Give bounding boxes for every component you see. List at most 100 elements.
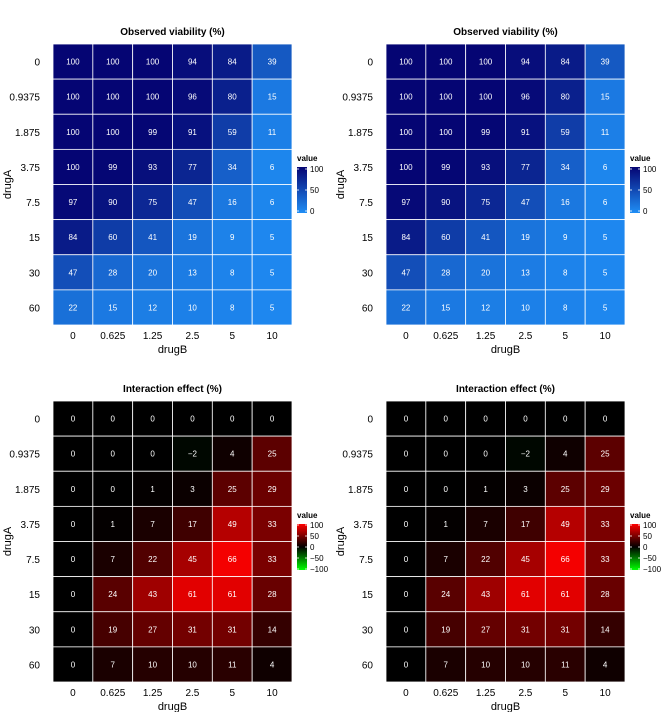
heatmap-cell — [52, 435, 94, 472]
heatmap-cell — [385, 254, 427, 291]
legend-tick-label: 0 — [310, 543, 315, 552]
cell-value-label: 99 — [108, 163, 117, 172]
heatmap-cell — [172, 113, 213, 150]
heatmap-cell — [92, 113, 134, 150]
cell-value-label: −2 — [521, 450, 531, 459]
cell-value-label: 0 — [190, 415, 195, 424]
heatmap-cell — [465, 254, 506, 291]
cell-value-label: 0 — [150, 415, 155, 424]
heatmap-cell — [505, 113, 546, 150]
heatmap-cell — [172, 254, 213, 291]
heatmap-cell — [251, 400, 293, 437]
heatmap-cell — [172, 646, 213, 683]
y-tick-label: 15 — [362, 233, 374, 244]
heatmap-cell — [251, 611, 293, 648]
legend-tick-label: 100 — [643, 165, 657, 174]
cell-value-label: 100 — [146, 93, 160, 102]
heatmap-cell — [465, 646, 506, 683]
cell-value-label: 8 — [563, 303, 568, 312]
heatmap-cell — [544, 43, 586, 80]
cell-value-label: 5 — [603, 303, 608, 312]
panel-title: Observed viability (%) — [453, 27, 557, 38]
cell-value-label: 66 — [228, 555, 237, 564]
cell-value-label: 6 — [270, 198, 275, 207]
heatmap-cell — [132, 148, 173, 185]
heatmap-cell — [584, 435, 626, 472]
heatmap-cell — [584, 646, 626, 683]
x-tick-label: 5 — [229, 688, 235, 699]
cell-value-label: 0 — [71, 520, 76, 529]
cell-value-label: 31 — [228, 625, 237, 634]
legend-tick-label: −100 — [310, 565, 329, 574]
cell-value-label: 0 — [444, 415, 449, 424]
y-axis-title: drugA — [335, 169, 347, 199]
heatmap-cell — [52, 148, 94, 185]
cell-value-label: 61 — [561, 590, 570, 599]
cell-value-label: 45 — [521, 555, 530, 564]
cell-value-label: 100 — [479, 93, 493, 102]
heatmap-cell — [92, 646, 134, 683]
legend-title: value — [297, 511, 318, 520]
heatmap-cell — [385, 219, 427, 256]
legend-title: value — [297, 154, 318, 163]
y-tick-label: 30 — [362, 268, 374, 279]
cell-value-label: 47 — [188, 198, 197, 207]
cell-value-label: 14 — [601, 625, 610, 634]
cell-value-label: 0 — [603, 415, 608, 424]
heatmap-cell — [385, 646, 427, 683]
y-tick-label: 7.5 — [26, 555, 40, 566]
cell-value-label: 0 — [563, 415, 568, 424]
cell-value-label: 93 — [481, 163, 490, 172]
x-axis-title: drugB — [491, 344, 520, 356]
y-tick-label: 0 — [367, 58, 373, 69]
cell-value-label: 31 — [521, 625, 530, 634]
heatmap-panel-bottom-left: Interaction effect (%) 0 0 0 0 0 0 0 0 0 −2 4 25 0 0 1 3… — [2, 384, 329, 712]
cell-value-label: 28 — [108, 268, 117, 277]
heatmap-cell — [172, 78, 213, 115]
heatmap-cell — [425, 611, 467, 648]
y-tick-label: 15 — [29, 590, 41, 601]
cell-value-label: 100 — [66, 163, 80, 172]
y-tick-label: 1.875 — [15, 485, 40, 496]
heatmap-cell — [92, 400, 134, 437]
cell-value-label: 1 — [111, 520, 116, 529]
cell-value-label: 13 — [521, 268, 530, 277]
cell-value-label: 22 — [148, 555, 157, 564]
cell-value-label: 97 — [68, 198, 77, 207]
cell-value-label: 6 — [270, 163, 275, 172]
cell-value-label: 11 — [228, 660, 237, 669]
heatmap-cell — [584, 254, 626, 291]
cell-value-label: 33 — [268, 520, 277, 529]
cell-value-label: 93 — [148, 163, 157, 172]
legend-colorbar — [630, 524, 640, 570]
x-tick-label: 2.5 — [518, 331, 532, 342]
cell-value-label: 41 — [148, 233, 157, 242]
cell-value-label: 0 — [71, 450, 76, 459]
heatmap-cell — [132, 435, 173, 472]
heatmap-cell — [544, 78, 586, 115]
cell-value-label: 0 — [230, 415, 235, 424]
heatmap-cell — [465, 113, 506, 150]
cell-value-label: 77 — [188, 163, 197, 172]
heatmap-cell — [465, 470, 506, 507]
heatmap-cell — [52, 576, 94, 613]
cell-value-label: 10 — [481, 660, 490, 669]
cell-value-label: −2 — [188, 450, 198, 459]
cell-value-label: 20 — [481, 268, 490, 277]
cell-value-label: 4 — [270, 660, 275, 669]
cell-value-label: 9 — [230, 233, 235, 242]
cell-value-label: 31 — [561, 625, 570, 634]
heatmap-cell — [211, 113, 253, 150]
cell-value-label: 12 — [148, 303, 157, 312]
heatmap-cell — [584, 400, 626, 437]
cell-value-label: 0 — [404, 415, 409, 424]
cell-value-label: 49 — [228, 520, 237, 529]
x-tick-label: 0.625 — [433, 331, 458, 342]
legend-tick-label: 100 — [643, 521, 657, 530]
cell-value-label: 99 — [441, 163, 450, 172]
cell-value-label: 27 — [148, 625, 157, 634]
cell-value-label: 25 — [268, 450, 277, 459]
cell-value-label: 16 — [561, 198, 570, 207]
cell-value-label: 60 — [108, 233, 117, 242]
heatmap-cell — [132, 646, 173, 683]
